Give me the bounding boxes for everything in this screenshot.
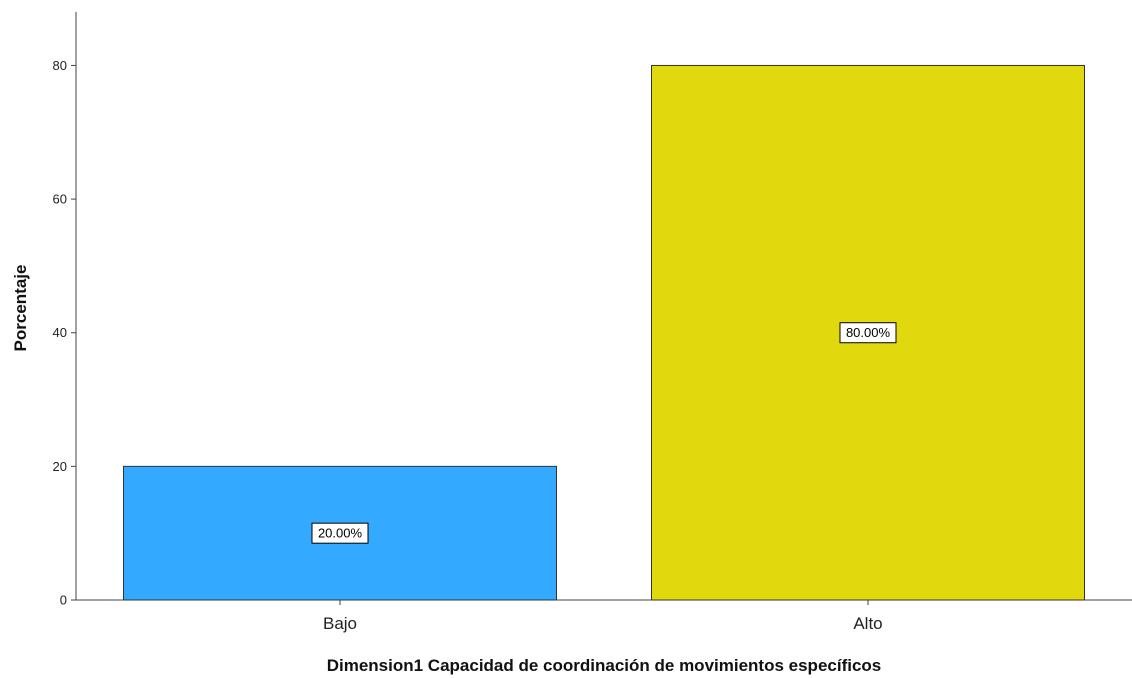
y-tick-label: 0 (60, 593, 67, 608)
x-category-label: Bajo (323, 614, 357, 633)
plot-area: 0 20 40 60 80 Bajo 20.00% Alto 80.00% (53, 12, 1132, 633)
y-tick-label: 80 (53, 58, 67, 73)
data-label: 20.00% (318, 526, 363, 541)
x-axis-title: Dimension1 Capacidad de coordinación de … (327, 656, 882, 675)
y-tick-label: 40 (53, 325, 67, 340)
data-label-box (839, 322, 897, 344)
y-tick-label: 60 (53, 192, 67, 207)
data-label: 80.00% (846, 325, 891, 340)
x-category-label: Alto (853, 614, 882, 633)
y-axis-title: Porcentaje (11, 265, 30, 352)
data-label-box (311, 522, 369, 544)
y-tick-label: 20 (53, 459, 67, 474)
